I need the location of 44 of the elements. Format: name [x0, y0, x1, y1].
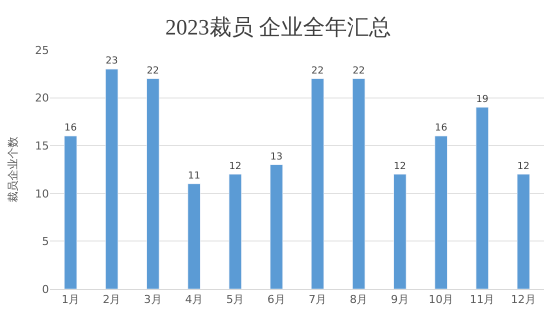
- x-tick-label: 5月: [226, 293, 244, 306]
- bar: [476, 107, 489, 289]
- data-label: 23: [106, 56, 118, 67]
- x-tick-label: 6月: [267, 293, 286, 306]
- bar: [434, 136, 448, 289]
- x-tick-label: 2月: [102, 293, 121, 306]
- bar: [64, 136, 78, 289]
- y-axis-title: 裁员企业个数: [6, 136, 20, 202]
- bar: [146, 78, 160, 289]
- x-tick-label: 1月: [62, 293, 80, 306]
- bar: [393, 174, 406, 289]
- x-tick-label: 8月: [350, 293, 368, 306]
- data-label: 13: [270, 151, 283, 162]
- data-label: 11: [188, 170, 200, 182]
- data-label: 16: [64, 122, 77, 134]
- y-tick-label: 5: [42, 235, 49, 248]
- y-tick-label: 20: [35, 92, 49, 105]
- chart-title: 2023裁员 企业全年汇总: [165, 14, 391, 40]
- data-label: 22: [146, 65, 160, 76]
- x-tick-label: 4月: [185, 293, 204, 306]
- bar: [105, 68, 118, 289]
- data-label: 12: [229, 160, 242, 172]
- bar: [352, 78, 366, 289]
- data-label: 22: [352, 65, 365, 76]
- data-label: 12: [517, 160, 530, 172]
- bar: [516, 174, 530, 289]
- y-tick-label: 10: [35, 187, 49, 200]
- x-tick-label: 10月: [428, 293, 454, 306]
- data-label: 19: [476, 94, 488, 105]
- x-tick-label: 9月: [390, 293, 409, 306]
- data-label: 22: [311, 65, 324, 76]
- x-tick-label: 7月: [308, 293, 327, 306]
- y-tick-label: 0: [42, 282, 49, 296]
- bar: [228, 174, 242, 289]
- bar: [311, 78, 324, 289]
- x-tick-label: 11月: [470, 293, 495, 306]
- bar: [270, 164, 283, 289]
- y-tick-label: 15: [35, 139, 49, 152]
- x-tick-label: 12月: [510, 293, 536, 306]
- data-label: 12: [394, 160, 406, 172]
- bar: [188, 184, 201, 289]
- y-tick-label: 25: [35, 44, 49, 57]
- data-label: 16: [434, 122, 448, 134]
- x-tick-label: 3月: [144, 293, 162, 306]
